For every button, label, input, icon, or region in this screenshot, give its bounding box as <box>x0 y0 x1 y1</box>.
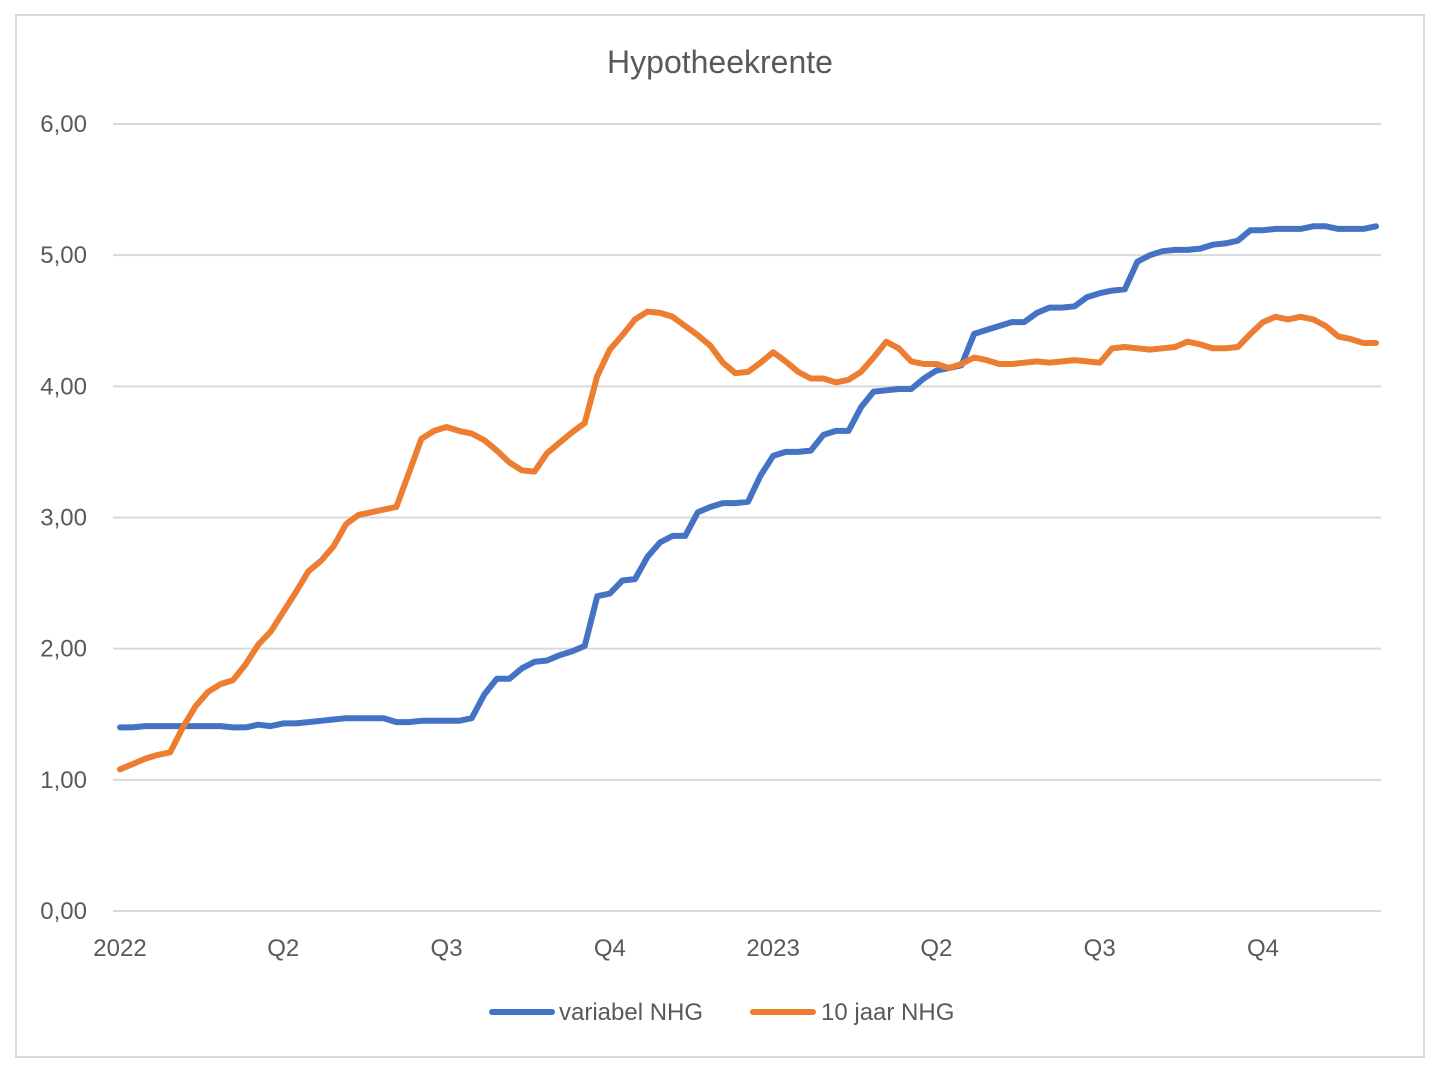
x-tick-label: Q3 <box>431 935 463 962</box>
legend-label-10-jaar-nhg: 10 jaar NHG <box>821 999 954 1026</box>
legend: variabel NHG 10 jaar NHG <box>489 999 954 1026</box>
series-line-10-jaar-nhg <box>117 308 1379 773</box>
legend-label-variabel-nhg: variabel NHG <box>559 999 703 1026</box>
y-tick-label: 4,00 <box>40 373 87 400</box>
x-tick-label: Q3 <box>1084 935 1116 962</box>
chart-title: Hypotheekrente <box>607 44 833 80</box>
y-tick-label: 2,00 <box>40 636 87 663</box>
gridlines <box>113 123 1381 912</box>
y-tick-label: 6,00 <box>40 111 87 138</box>
series-line-variabel-nhg <box>117 223 1379 731</box>
x-tick-label: Q4 <box>1247 935 1279 962</box>
x-tick-label: 2023 <box>746 935 799 962</box>
x-tick-label: 2022 <box>93 935 146 962</box>
y-axis-ticks: 0,00 1,00 2,00 3,00 4,00 5,00 6,00 <box>40 111 87 925</box>
series-lines <box>117 223 1379 773</box>
x-tick-label: Q2 <box>267 935 299 962</box>
y-tick-label: 0,00 <box>40 898 87 925</box>
y-tick-label: 3,00 <box>40 505 87 532</box>
x-tick-label: Q2 <box>920 935 952 962</box>
x-tick-label: Q4 <box>594 935 626 962</box>
y-tick-label: 1,00 <box>40 767 87 794</box>
y-tick-label: 5,00 <box>40 242 87 269</box>
chart-frame <box>15 14 1425 1058</box>
x-axis-ticks: 2022 Q2 Q3 Q4 2023 Q2 Q3 Q4 <box>93 935 1279 962</box>
